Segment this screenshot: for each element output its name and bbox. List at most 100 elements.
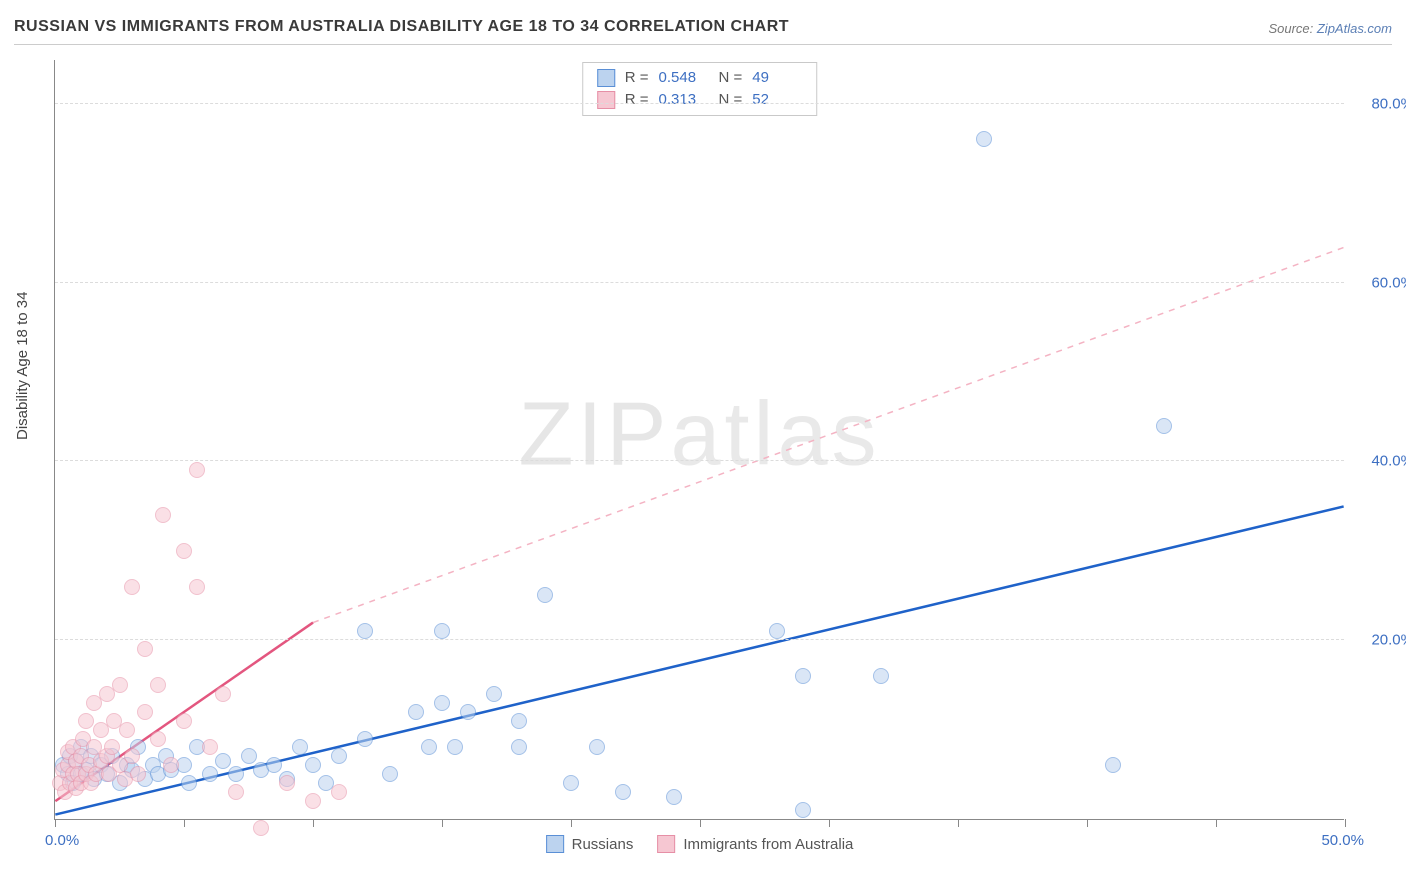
scatter-point-immigrants — [150, 677, 166, 693]
legend-stats-row-1: R = 0.548 N = 49 — [597, 67, 803, 89]
scatter-point-russians — [421, 739, 437, 755]
scatter-point-russians — [434, 623, 450, 639]
scatter-point-russians — [976, 131, 992, 147]
scatter-point-russians — [795, 802, 811, 818]
scatter-point-russians — [181, 775, 197, 791]
scatter-point-russians — [382, 766, 398, 782]
r-value-russians: 0.548 — [659, 67, 709, 89]
swatch-russians — [597, 69, 615, 87]
source-credit: Source: ZipAtlas.com — [1268, 21, 1392, 36]
swatch-russians-2 — [546, 835, 564, 853]
scatter-point-immigrants — [163, 757, 179, 773]
n-value-immigrants: 52 — [752, 89, 802, 111]
scatter-point-russians — [331, 748, 347, 764]
source-prefix: Source: — [1268, 21, 1316, 36]
legend-label-russians: Russians — [572, 836, 634, 853]
scatter-point-immigrants — [228, 784, 244, 800]
scatter-point-immigrants — [305, 793, 321, 809]
scatter-point-immigrants — [215, 686, 231, 702]
chart-title: RUSSIAN VS IMMIGRANTS FROM AUSTRALIA DIS… — [14, 18, 789, 36]
watermark-main: ZIP — [518, 384, 670, 484]
scatter-point-russians — [537, 587, 553, 603]
x-tick — [958, 819, 959, 827]
x-tick — [571, 819, 572, 827]
scatter-point-russians — [666, 789, 682, 805]
scatter-point-russians — [357, 623, 373, 639]
legend-stats-row-2: R = 0.313 N = 52 — [597, 89, 803, 111]
y-tick-label: 60.0% — [1354, 274, 1406, 291]
scatter-point-immigrants — [78, 713, 94, 729]
scatter-point-russians — [357, 731, 373, 747]
x-tick — [700, 819, 701, 827]
trend-line — [55, 506, 1343, 814]
scatter-point-russians — [486, 686, 502, 702]
r-value-immigrants: 0.313 — [659, 89, 709, 111]
scatter-point-immigrants — [112, 677, 128, 693]
r-label-2: R = — [625, 89, 649, 111]
gridline-h — [55, 460, 1344, 461]
legend-series: Russians Immigrants from Australia — [546, 835, 854, 853]
scatter-point-immigrants — [137, 704, 153, 720]
scatter-point-russians — [873, 668, 889, 684]
scatter-point-russians — [228, 766, 244, 782]
scatter-point-russians — [589, 739, 605, 755]
n-value-russians: 49 — [752, 67, 802, 89]
trend-lines-svg — [55, 60, 1344, 819]
scatter-point-russians — [795, 668, 811, 684]
swatch-immigrants-2 — [657, 835, 675, 853]
legend-item-russians: Russians — [546, 835, 634, 853]
scatter-point-russians — [460, 704, 476, 720]
scatter-point-russians — [563, 775, 579, 791]
x-tick-min: 0.0% — [45, 832, 79, 849]
x-tick — [1345, 819, 1346, 827]
y-tick-label: 80.0% — [1354, 95, 1406, 112]
scatter-point-russians — [202, 766, 218, 782]
gridline-h — [55, 639, 1344, 640]
scatter-point-immigrants — [130, 766, 146, 782]
n-label-2: N = — [719, 89, 743, 111]
scatter-point-russians — [615, 784, 631, 800]
scatter-point-immigrants — [150, 731, 166, 747]
n-label: N = — [719, 67, 743, 89]
watermark-sub: atlas — [670, 384, 880, 484]
watermark: ZIPatlas — [518, 383, 880, 486]
scatter-point-immigrants — [202, 739, 218, 755]
scatter-point-immigrants — [189, 462, 205, 478]
scatter-point-immigrants — [176, 543, 192, 559]
scatter-point-immigrants — [119, 722, 135, 738]
legend-item-immigrants: Immigrants from Australia — [657, 835, 853, 853]
scatter-point-russians — [511, 713, 527, 729]
y-tick-label: 20.0% — [1354, 632, 1406, 649]
x-tick — [829, 819, 830, 827]
x-tick-max: 50.0% — [1321, 832, 1364, 849]
scatter-point-russians — [447, 739, 463, 755]
scatter-point-russians — [1105, 757, 1121, 773]
title-bar: RUSSIAN VS IMMIGRANTS FROM AUSTRALIA DIS… — [14, 18, 1392, 45]
scatter-point-immigrants — [253, 820, 269, 836]
x-tick — [1087, 819, 1088, 827]
scatter-point-russians — [1156, 418, 1172, 434]
x-tick — [55, 819, 56, 827]
scatter-point-russians — [769, 623, 785, 639]
legend-stats: R = 0.548 N = 49 R = 0.313 N = 52 — [582, 62, 818, 116]
scatter-point-russians — [292, 739, 308, 755]
scatter-point-russians — [434, 695, 450, 711]
r-label: R = — [625, 67, 649, 89]
scatter-point-immigrants — [104, 739, 120, 755]
scatter-point-russians — [408, 704, 424, 720]
scatter-point-immigrants — [137, 641, 153, 657]
plot-area: ZIPatlas R = 0.548 N = 49 R = 0.313 N = … — [54, 60, 1344, 820]
scatter-point-immigrants — [331, 784, 347, 800]
scatter-point-russians — [511, 739, 527, 755]
scatter-point-russians — [241, 748, 257, 764]
scatter-point-immigrants — [279, 775, 295, 791]
gridline-h — [55, 282, 1344, 283]
y-tick-label: 40.0% — [1354, 453, 1406, 470]
x-tick — [184, 819, 185, 827]
trend-line — [313, 248, 1344, 623]
x-tick — [1216, 819, 1217, 827]
y-axis-label: Disability Age 18 to 34 — [14, 292, 31, 440]
legend-label-immigrants: Immigrants from Australia — [683, 836, 853, 853]
source-link[interactable]: ZipAtlas.com — [1317, 21, 1392, 36]
scatter-point-russians — [215, 753, 231, 769]
